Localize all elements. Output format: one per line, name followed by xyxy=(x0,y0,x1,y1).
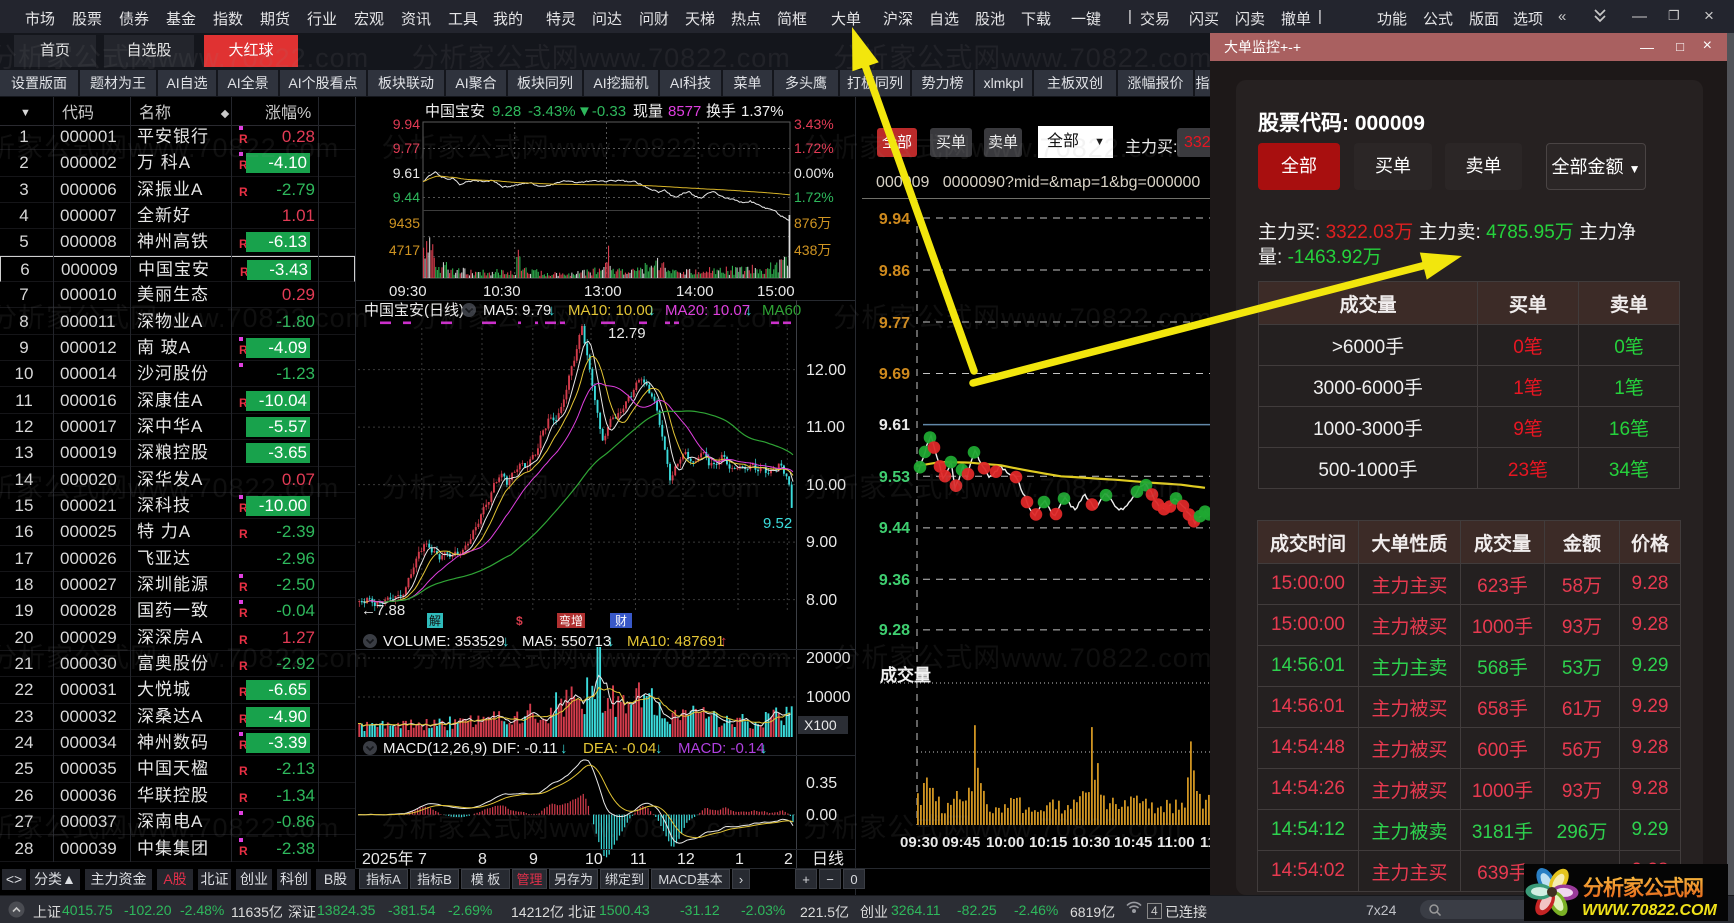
svg-text:MA10: 10.00: MA10: 10.00 xyxy=(568,302,653,319)
svg-text:2: 2 xyxy=(784,851,793,868)
svg-text:4717: 4717 xyxy=(389,242,420,258)
svg-text:9.00: 9.00 xyxy=(806,534,837,551)
svg-text:10:15: 10:15 xyxy=(1029,834,1067,851)
svg-text:09:30: 09:30 xyxy=(389,283,427,300)
svg-text:0.00: 0.00 xyxy=(806,807,837,824)
svg-text:9.44: 9.44 xyxy=(879,520,910,537)
svg-text:876万: 876万 xyxy=(794,215,831,231)
svg-text:9.53: 9.53 xyxy=(879,469,910,486)
svg-text:11: 11 xyxy=(630,851,647,868)
svg-text:弯增: 弯增 xyxy=(559,613,583,628)
svg-text:438万: 438万 xyxy=(794,242,831,258)
svg-text:中国宝安(日线): 中国宝安(日线) xyxy=(364,302,464,319)
svg-text:MA10: 487691: MA10: 487691 xyxy=(627,633,725,650)
svg-text:-3.43%: -3.43% xyxy=(528,103,576,120)
svg-text:9.44: 9.44 xyxy=(393,189,420,205)
svg-text:↓: ↓ xyxy=(502,633,510,650)
svg-text:↓: ↓ xyxy=(648,302,656,319)
svg-text:MA20: 10.07: MA20: 10.07 xyxy=(665,302,750,319)
svg-text:9.52: 9.52 xyxy=(763,515,792,532)
svg-text:解: 解 xyxy=(429,614,441,628)
svg-text:9435: 9435 xyxy=(389,215,420,231)
svg-text:20000: 20000 xyxy=(806,650,851,667)
svg-text:9.61: 9.61 xyxy=(879,417,910,434)
svg-text:X100: X100 xyxy=(804,717,837,733)
svg-text:10.00: 10.00 xyxy=(806,477,846,494)
svg-text:0.35: 0.35 xyxy=(806,775,837,792)
svg-text:财: 财 xyxy=(615,614,627,628)
svg-text:MA60: MA60 xyxy=(762,302,801,319)
svg-text:↓: ↓ xyxy=(548,302,556,319)
svg-text:9.94: 9.94 xyxy=(393,116,420,132)
svg-text:MA5: 550713: MA5: 550713 xyxy=(522,633,611,650)
svg-text:MA5: 9.79: MA5: 9.79 xyxy=(483,302,551,319)
svg-text:日线: 日线 xyxy=(812,850,844,868)
svg-text:换手: 换手 xyxy=(706,103,736,120)
svg-text:MACD(12,26,9): MACD(12,26,9) xyxy=(383,740,487,757)
svg-text:成交量: 成交量 xyxy=(880,665,931,685)
svg-text:9.36: 9.36 xyxy=(879,572,910,589)
svg-text:9.28: 9.28 xyxy=(879,622,910,639)
svg-text:15:00: 15:00 xyxy=(757,283,795,300)
svg-text:7: 7 xyxy=(418,851,427,868)
svg-text:8577: 8577 xyxy=(668,103,701,120)
svg-text:8: 8 xyxy=(478,851,487,868)
svg-text:10:45: 10:45 xyxy=(1114,834,1152,851)
svg-text:分析家公式网: 分析家公式网 xyxy=(1583,876,1703,900)
svg-text:现量: 现量 xyxy=(633,103,663,120)
svg-text:12.00: 12.00 xyxy=(806,362,846,379)
svg-text:12.79: 12.79 xyxy=(608,325,646,342)
svg-text:2025年: 2025年 xyxy=(362,850,414,868)
svg-text:9.28: 9.28 xyxy=(492,103,521,120)
svg-text:1: 1 xyxy=(735,851,744,868)
svg-text:↓: ↓ xyxy=(655,740,663,757)
svg-text:DEA: -0.04: DEA: -0.04 xyxy=(583,740,656,757)
svg-text:0.00%: 0.00% xyxy=(794,165,834,181)
svg-text:↑: ↑ xyxy=(720,633,728,650)
svg-text:3.43%: 3.43% xyxy=(794,116,834,132)
svg-text:←7.88: ←7.88 xyxy=(361,602,405,619)
svg-text:10000: 10000 xyxy=(806,689,851,706)
svg-text:9.61: 9.61 xyxy=(393,165,420,181)
svg-text:↓: ↓ xyxy=(560,740,568,757)
svg-text:MACD: -0.14: MACD: -0.14 xyxy=(678,740,765,757)
svg-text:9: 9 xyxy=(529,851,538,868)
svg-text:1.72%: 1.72% xyxy=(794,189,834,205)
svg-text:14:00: 14:00 xyxy=(676,283,714,300)
svg-text:10:30: 10:30 xyxy=(1072,834,1110,851)
svg-text:9.86: 9.86 xyxy=(879,263,910,280)
svg-text:11.00: 11.00 xyxy=(806,419,845,436)
svg-text:9.69: 9.69 xyxy=(879,366,910,383)
svg-text:12: 12 xyxy=(677,851,695,868)
svg-text:10:30: 10:30 xyxy=(483,283,521,300)
svg-text:$: $ xyxy=(516,614,523,628)
svg-text:09:30: 09:30 xyxy=(900,834,938,851)
svg-text:WWW.70822.COM: WWW.70822.COM xyxy=(1582,902,1718,919)
svg-text:VOLUME: 353529: VOLUME: 353529 xyxy=(383,633,505,650)
svg-text:1.72%: 1.72% xyxy=(794,140,834,156)
svg-text:11:00: 11:00 xyxy=(1157,834,1195,851)
svg-text:10: 10 xyxy=(585,851,603,868)
svg-text:9.94: 9.94 xyxy=(879,211,910,228)
svg-text:1.37%: 1.37% xyxy=(741,103,784,120)
svg-text:中国宝安: 中国宝安 xyxy=(425,103,485,120)
svg-text:9.77: 9.77 xyxy=(879,315,910,332)
svg-text:↓: ↓ xyxy=(745,302,753,319)
svg-text:10:00: 10:00 xyxy=(986,834,1024,851)
svg-text:09:45: 09:45 xyxy=(942,834,980,851)
svg-text:8.00: 8.00 xyxy=(806,592,837,609)
svg-text:13:00: 13:00 xyxy=(584,283,622,300)
svg-text:9.77: 9.77 xyxy=(393,140,420,156)
svg-text:↓: ↓ xyxy=(607,633,615,650)
svg-text:DIF: -0.11: DIF: -0.11 xyxy=(492,740,558,757)
svg-text:▼-0.33: ▼-0.33 xyxy=(577,103,626,120)
svg-text:↓: ↓ xyxy=(760,740,768,757)
